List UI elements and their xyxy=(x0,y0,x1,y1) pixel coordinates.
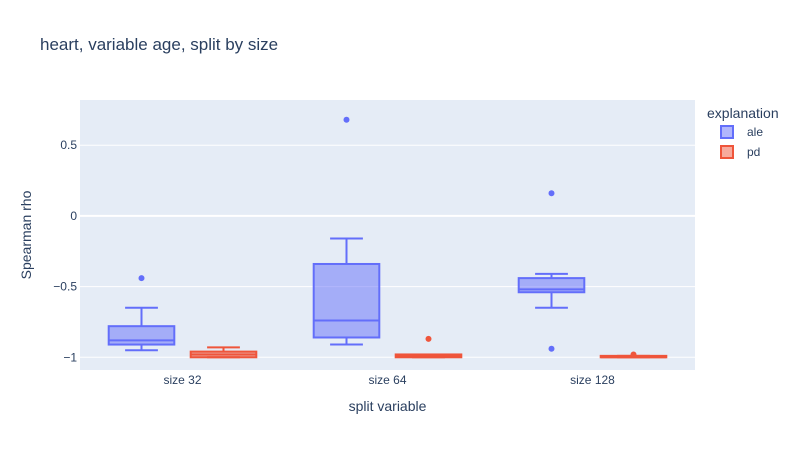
box-body xyxy=(312,262,381,339)
y-tick-label: 0 xyxy=(70,209,77,223)
outlier-point xyxy=(343,116,350,123)
x-axis-title: split variable xyxy=(349,398,427,414)
outlier-point xyxy=(138,275,145,282)
y-tick-label: 0.5 xyxy=(60,138,77,152)
legend-label: ale xyxy=(747,125,763,139)
boxes xyxy=(107,116,668,359)
x-axis-ticks: size 32 size 64 size 128 xyxy=(163,373,615,387)
legend-items: ale pd xyxy=(720,125,763,159)
outlier-point xyxy=(548,190,555,197)
chart-title: heart, variable age, split by size xyxy=(40,35,278,54)
gridlines xyxy=(80,144,695,358)
box-ale-size-128 xyxy=(517,190,586,352)
y-tick-label: −0.5 xyxy=(53,280,77,294)
x-tick-label: size 32 xyxy=(163,373,201,387)
outlier-point xyxy=(425,335,432,342)
y-axis-title: Spearman rho xyxy=(18,190,34,279)
legend-swatch xyxy=(720,145,734,159)
box-pd-size-128 xyxy=(599,351,668,359)
box-ale-size-64 xyxy=(312,116,381,346)
box-pd-size-32 xyxy=(189,346,258,359)
legend: explanation ale pd xyxy=(707,105,779,159)
legend-item-ale: ale xyxy=(720,125,763,139)
outlier-point xyxy=(548,345,555,352)
outlier-point xyxy=(630,351,637,358)
y-tick-label: −1 xyxy=(63,350,77,364)
legend-label: pd xyxy=(747,145,760,159)
x-tick-label: size 128 xyxy=(570,373,615,387)
legend-title: explanation xyxy=(707,105,779,121)
y-axis-ticks: 0.5 0 −0.5 −1 xyxy=(53,138,77,364)
box-ale-size-32 xyxy=(107,275,176,352)
box-pd-size-64 xyxy=(394,335,463,359)
x-tick-label: size 64 xyxy=(368,373,406,387)
legend-swatch xyxy=(720,125,734,139)
box-body xyxy=(107,325,176,346)
legend-item-pd: pd xyxy=(720,145,760,159)
